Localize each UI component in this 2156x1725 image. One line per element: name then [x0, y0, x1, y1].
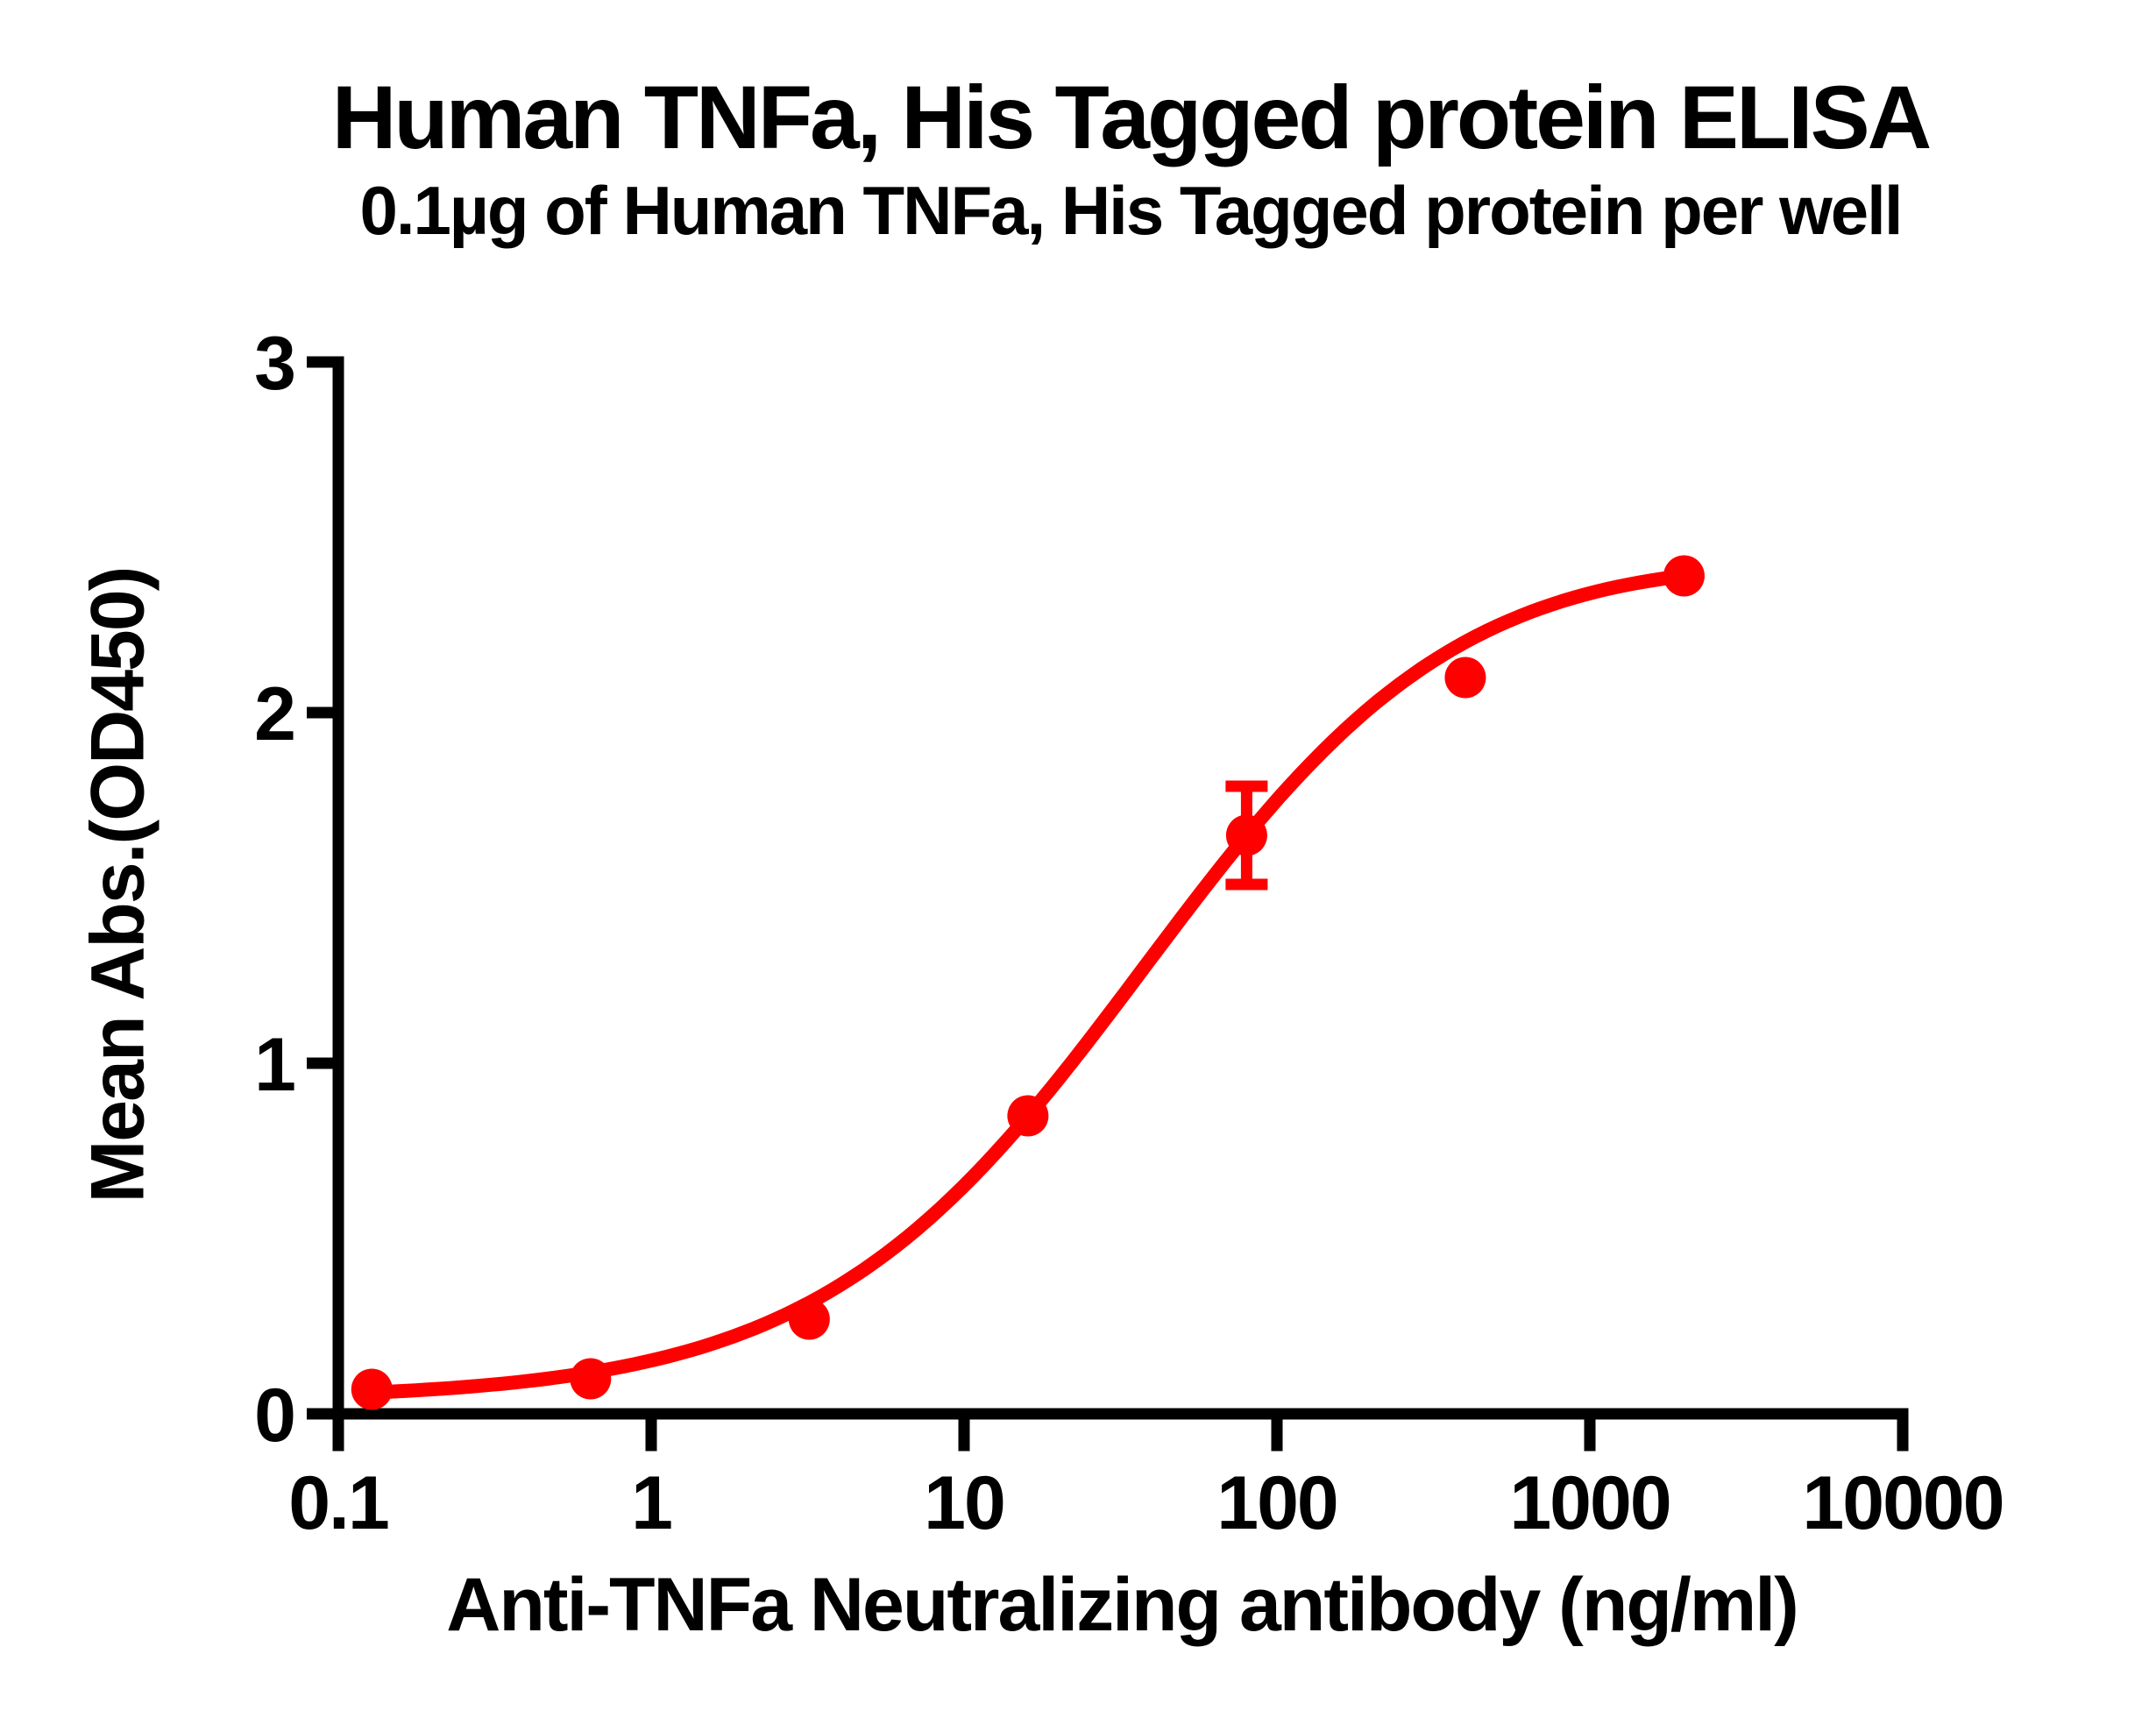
- y-tick-label: 0: [254, 1374, 294, 1458]
- y-tick-label: 1: [254, 1023, 294, 1107]
- fit-curve: [371, 569, 1685, 1400]
- y-axis-label: Mean Abs.(OD450): [75, 567, 160, 1203]
- y-tick-label: 2: [254, 672, 294, 756]
- data-point-marker: [1007, 1095, 1049, 1137]
- x-axis-label: Anti-TNFa Neutralizing antibody (ng/ml): [446, 1563, 1799, 1647]
- y-tick-label: 3: [254, 322, 294, 406]
- data-point-marker: [788, 1298, 830, 1340]
- data-point-marker: [570, 1358, 612, 1400]
- x-tick-labels: 0.1 1 10 100 1000 10000: [288, 1461, 2004, 1545]
- chart-subtitle: 0.1µg of Human TNFa, His Tagged protein …: [359, 172, 1903, 249]
- axes: [307, 356, 1909, 1452]
- data-point-markers: [351, 555, 1705, 1410]
- x-tick-label: 1: [631, 1461, 671, 1545]
- chart-title: Human TNFa, His Tagged protein ELISA: [331, 67, 1933, 167]
- x-tick-label: 1000: [1509, 1461, 1670, 1545]
- x-tick-label: 100: [1216, 1461, 1337, 1545]
- data-point-marker: [1225, 814, 1267, 856]
- data-point-marker: [1663, 555, 1705, 597]
- x-tick-label: 10: [924, 1461, 1004, 1545]
- data-point-marker: [1444, 657, 1486, 699]
- x-tick-label: 10000: [1802, 1461, 2003, 1545]
- y-tick-labels: 0 1 2 3: [254, 322, 296, 1458]
- x-tick-label: 0.1: [288, 1461, 388, 1545]
- data-point-marker: [351, 1368, 393, 1410]
